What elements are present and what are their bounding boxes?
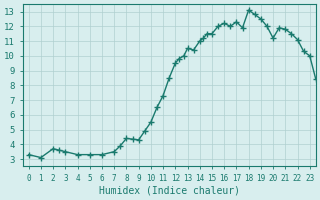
X-axis label: Humidex (Indice chaleur): Humidex (Indice chaleur)	[99, 186, 240, 196]
